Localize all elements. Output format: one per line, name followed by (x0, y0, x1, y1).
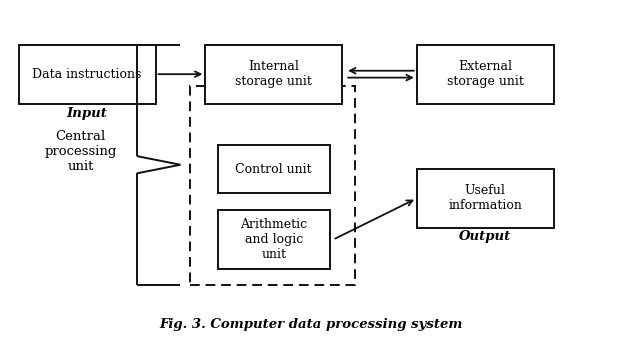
Text: Control unit: Control unit (235, 162, 312, 176)
Bar (205, 45, 342, 104)
Bar (218, 145, 330, 193)
Text: Internal
storage unit: Internal storage unit (235, 60, 312, 88)
Bar (218, 210, 330, 269)
Text: Input: Input (67, 107, 108, 120)
Text: Central
processing
unit: Central processing unit (45, 130, 117, 173)
Text: External
storage unit: External storage unit (447, 60, 524, 88)
Text: Output: Output (459, 230, 511, 243)
Bar (417, 169, 554, 228)
Bar (417, 45, 554, 104)
Text: Data instructions: Data instructions (32, 68, 142, 81)
Bar (19, 45, 156, 104)
Bar (190, 86, 355, 285)
Text: Arithmetic
and logic
unit: Arithmetic and logic unit (240, 218, 307, 261)
Text: Useful
information: Useful information (448, 184, 522, 213)
Text: Fig. 3. Computer data processing system: Fig. 3. Computer data processing system (159, 318, 463, 331)
